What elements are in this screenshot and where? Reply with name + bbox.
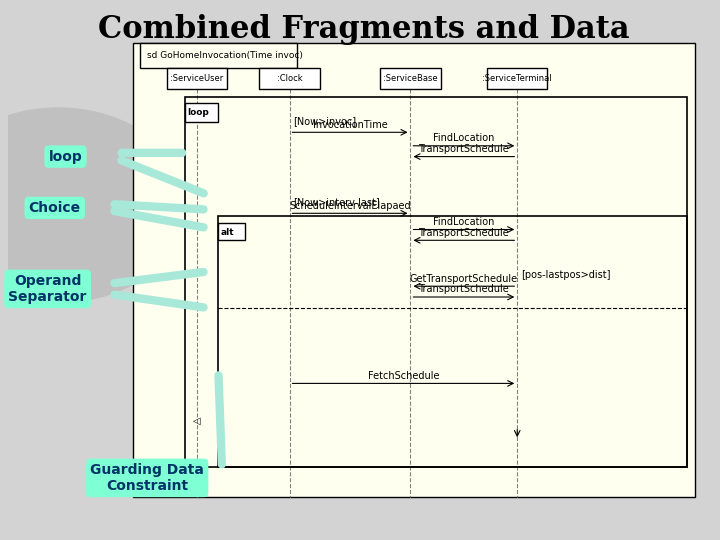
Text: Guarding Data
Constraint: Guarding Data Constraint xyxy=(90,463,204,493)
Text: loop: loop xyxy=(48,150,82,164)
Text: [Now>interv-last]: [Now>interv-last] xyxy=(293,198,380,207)
Circle shape xyxy=(0,108,186,302)
Text: Choice: Choice xyxy=(29,201,81,215)
FancyBboxPatch shape xyxy=(185,103,217,122)
Text: Combined Fragments and Data: Combined Fragments and Data xyxy=(99,14,630,45)
Text: InvocationTime: InvocationTime xyxy=(312,119,387,130)
Text: :Clock: :Clock xyxy=(276,74,302,83)
Text: ◁: ◁ xyxy=(193,416,201,426)
Text: ScheduleIntervalElapaed: ScheduleIntervalElapaed xyxy=(289,200,411,211)
Text: loop: loop xyxy=(187,108,209,117)
Text: TransportSchedule: TransportSchedule xyxy=(418,227,509,238)
Text: FindLocation: FindLocation xyxy=(433,133,495,143)
Text: sd GoHomeInvocation(Time invoc): sd GoHomeInvocation(Time invoc) xyxy=(148,51,303,60)
Text: :ServiceUser: :ServiceUser xyxy=(171,74,224,83)
Text: :ServiceTerminal: :ServiceTerminal xyxy=(482,74,552,83)
Text: FindLocation: FindLocation xyxy=(433,217,495,227)
Text: [Now>invoc]: [Now>invoc] xyxy=(293,117,356,126)
Text: FetchSchedule: FetchSchedule xyxy=(368,370,439,381)
Text: Operand
Separator: Operand Separator xyxy=(9,274,87,304)
FancyBboxPatch shape xyxy=(140,43,297,68)
FancyBboxPatch shape xyxy=(218,223,246,240)
Text: GetTransportSchedule: GetTransportSchedule xyxy=(410,273,518,284)
Text: alt: alt xyxy=(220,228,234,237)
Text: :ServiceBase: :ServiceBase xyxy=(383,74,438,83)
FancyBboxPatch shape xyxy=(133,43,695,497)
Text: [pos-lastpos>dist]: [pos-lastpos>dist] xyxy=(521,271,611,280)
FancyBboxPatch shape xyxy=(380,68,441,89)
FancyBboxPatch shape xyxy=(487,68,547,89)
FancyBboxPatch shape xyxy=(259,68,320,89)
Text: TransportSchedule: TransportSchedule xyxy=(418,284,509,294)
Text: TransportSchedule: TransportSchedule xyxy=(418,144,509,154)
FancyBboxPatch shape xyxy=(167,68,228,89)
